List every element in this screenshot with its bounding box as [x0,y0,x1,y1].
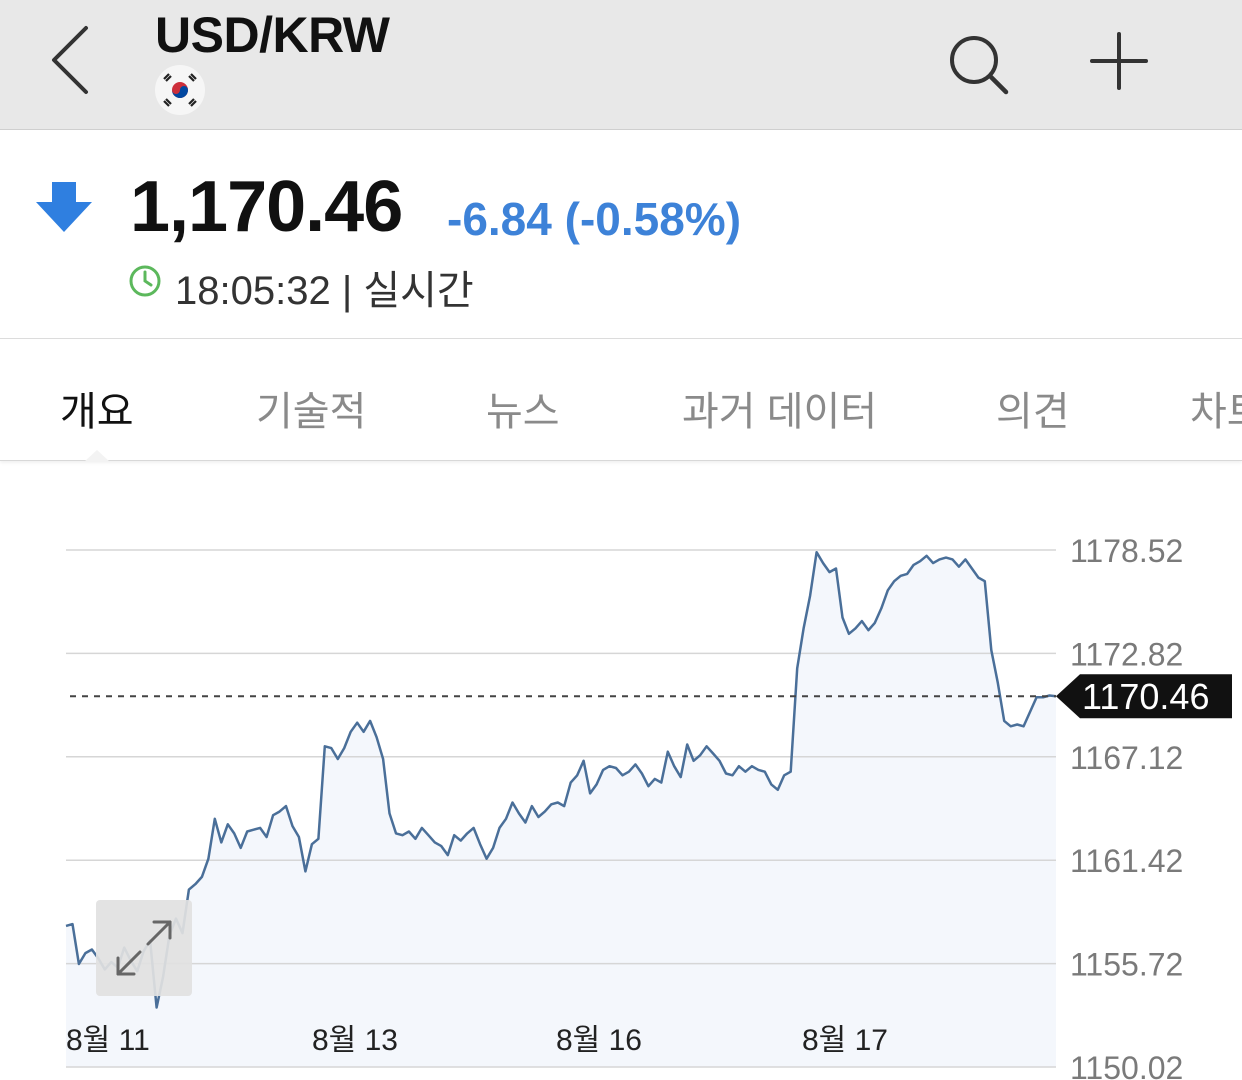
down-arrow-icon [36,182,92,232]
quote-timestamp: 18:05:32 | 실시간 [175,269,474,313]
quote-panel: 1,170.46 -6.84 (-0.58%) 18:05:32 | 실시간 [0,130,1242,339]
expand-arrows-icon [116,920,172,976]
app-bar: USD/KRW [0,0,1242,130]
chevron-left-icon [52,26,88,94]
y-tick-label: 1172.82 [1070,636,1183,672]
tab-bar: 개요 기술적 뉴스 과거 데이터 의견 차트 [0,339,1242,461]
tab-overview[interactable]: 개요 [60,390,134,434]
tab-news[interactable]: 뉴스 [486,390,560,434]
x-tick-label: 8월 11 [66,1024,150,1057]
y-tick-label: 1155.72 [1070,947,1183,983]
price-change: -6.84 (-0.58%) [447,193,742,245]
y-tick-label: 1150.02 [1070,1050,1183,1080]
y-tick-label: 1178.52 [1070,533,1183,569]
y-tick-label: 1161.42 [1070,843,1183,879]
back-button[interactable] [40,22,100,102]
search-icon [950,36,1009,95]
last-price: 1,170.46 [130,167,403,247]
clock-icon [129,265,161,297]
price-chart[interactable]: 1178.52 1172.82 1167.12 1161.42 1155.72 1150.… [0,462,1242,1080]
current-price-tag [1056,674,1232,719]
tab-opinion[interactable]: 의견 [996,390,1070,434]
x-tick-label: 8월 17 [802,1024,888,1057]
plus-icon [1090,32,1148,90]
y-tick-label: 1167.12 [1070,740,1183,776]
chart-area-fill [66,552,1056,1067]
active-tab-indicator [84,450,110,462]
pair-title: USD/KRW [155,7,390,63]
x-tick-label: 8월 16 [556,1024,642,1057]
current-price-label: 1170.46 [1082,676,1209,717]
tab-technical[interactable]: 기술적 [256,390,367,434]
search-button[interactable] [944,30,1014,100]
expand-chart-button[interactable] [96,900,192,996]
tab-chart[interactable]: 차트 [1190,390,1242,434]
add-button[interactable] [1084,26,1154,96]
x-tick-label: 8월 13 [312,1024,398,1057]
tab-historical-data[interactable]: 과거 데이터 [682,390,878,434]
price-line [65,550,1057,1009]
south-korea-flag-icon [155,65,205,115]
